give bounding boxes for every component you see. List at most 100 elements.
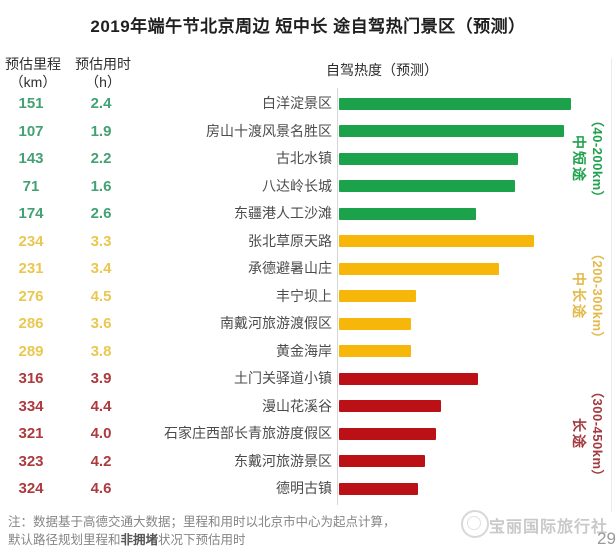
scenic-spot-label: 承德避暑山庄: [248, 260, 332, 276]
heat-bar: [339, 235, 534, 248]
distance-value: 323: [18, 452, 44, 470]
group-range-label: （300-450km）: [590, 384, 605, 483]
table-row: 143 2.2 古北水镇: [0, 145, 616, 173]
scenic-spot-label: 南戴河旅游渡假区: [220, 315, 332, 331]
distance-value: 107: [18, 122, 44, 140]
scenic-spot-label: 东疆港人工沙滩: [234, 205, 332, 221]
duration-value: 3.8: [90, 342, 112, 360]
table-row: 323 4.2 东戴河旅游景区: [0, 448, 616, 476]
distance-value: 334: [18, 397, 44, 415]
group-label-中短途: （40-200km） 中短途: [568, 84, 608, 234]
footnote-line1: 注：数据基于高德交通大数据；里程和用时以北京市中心为起点计算，: [8, 515, 396, 529]
distance-value: 289: [18, 342, 44, 360]
column-header-duration-line1: 预估用时: [75, 56, 131, 72]
heat-bar: [339, 317, 411, 330]
heat-bar: [339, 125, 565, 138]
table-row: 316 3.9 土门关驿道小镇: [0, 365, 616, 393]
watermark-text: 宝丽国际旅行社: [489, 519, 609, 536]
table-row: 234 3.3 张北草原天路: [0, 228, 616, 256]
duration-value: 3.9: [90, 370, 112, 387]
distance-value: 316: [18, 370, 44, 387]
duration-value: 2.4: [90, 95, 112, 112]
table-row: 289 3.8 黄金海岸: [0, 338, 616, 366]
duration-value: 4.0: [90, 425, 112, 442]
footnote-line2-pre: 默认路径规划里程和: [8, 533, 121, 547]
table-row: 324 4.6 德明古镇: [0, 475, 616, 503]
table-row: 174 2.6 东疆港人工沙滩: [0, 200, 616, 228]
scenic-spot-label: 白洋淀景区: [262, 95, 332, 111]
duration-value: 1.6: [90, 177, 112, 195]
scenic-spot-label: 德明古镇: [276, 480, 332, 496]
column-header-distance-line2: （km）: [9, 74, 57, 90]
scenic-spot-label: 石家庄西部长青旅游度假区: [164, 425, 332, 441]
heat-bar: [339, 180, 516, 193]
scenic-spot-label: 古北水镇: [276, 150, 332, 166]
scenic-spot-label: 房山十渡风景名胜区: [206, 122, 332, 139]
scenic-spot-label: 丰宁坝上: [276, 287, 332, 304]
scenic-spot-label: 漫山花溪谷: [262, 397, 332, 414]
group-range-label: （200-300km）: [590, 247, 605, 346]
table-row: 286 3.6 南戴河旅游渡假区: [0, 310, 616, 338]
table-row: 231 3.4 承德避暑山庄: [0, 255, 616, 283]
distance-value: 71: [22, 177, 40, 195]
duration-value: 4.5: [90, 287, 112, 305]
heat-bar: [339, 152, 518, 165]
duration-value: 4.2: [90, 452, 112, 470]
heat-bar: [339, 262, 500, 275]
heat-bar: [339, 372, 479, 385]
distance-value: 231: [18, 260, 44, 277]
distance-value: 321: [18, 425, 44, 442]
page-title: 2019年端午节北京周边 短中长 途自驾热门景区（预测）: [90, 17, 526, 36]
watermark-logo-icon: [461, 510, 489, 538]
column-header-duration: 预估用时 （h）: [68, 55, 138, 91]
heat-bar: [339, 97, 571, 110]
group-name-label: 中短途: [571, 134, 587, 183]
duration-value: 3.6: [90, 315, 112, 332]
distance-value: 276: [18, 287, 44, 305]
scenic-spot-label: 黄金海岸: [276, 342, 332, 359]
distance-value: 174: [18, 205, 44, 222]
column-header-distance: 预估里程 （km）: [0, 55, 66, 91]
distance-value: 286: [18, 315, 44, 332]
chart-axis-line: [337, 88, 338, 505]
scenic-spot-label: 张北草原天路: [248, 232, 332, 249]
duration-value: 2.6: [90, 205, 112, 222]
distance-value: 324: [18, 480, 44, 497]
heat-bar: [339, 290, 416, 303]
heat-bar: [339, 427, 437, 440]
scenic-spot-label: 八达岭长城: [262, 177, 332, 194]
scenic-spot-label: 东戴河旅游景区: [234, 452, 332, 469]
group-label-中长途: （200-300km） 中长途: [568, 221, 608, 371]
table-row: 71 1.6 八达岭长城: [0, 173, 616, 201]
duration-value: 2.2: [90, 150, 112, 167]
footnote: 注：数据基于高德交通大数据；里程和用时以北京市中心为起点计算， 默认路径规划里程…: [8, 513, 396, 549]
table-row: 107 1.9 房山十渡风景名胜区: [0, 118, 616, 146]
group-range-label: （40-200km）: [590, 113, 605, 204]
duration-value: 3.3: [90, 232, 112, 250]
table-row: 151 2.4 白洋淀景区: [0, 90, 616, 118]
heat-bar: [339, 455, 425, 468]
footnote-line2-post: 状况下预估用时: [158, 533, 246, 547]
column-header-duration-line2: （h）: [85, 74, 121, 90]
chart-right-border: [611, 58, 612, 512]
scenic-spot-label: 土门关驿道小镇: [234, 370, 332, 386]
duration-value: 3.4: [90, 260, 112, 277]
column-header-distance-line1: 预估里程: [5, 56, 61, 72]
heat-bar: [339, 482, 418, 495]
distance-value: 234: [18, 232, 44, 250]
group-label-长途: （300-450km） 长途: [568, 359, 608, 509]
distance-value: 151: [18, 95, 44, 112]
table-row: 334 4.4 漫山花溪谷: [0, 393, 616, 421]
heat-bar: [339, 345, 411, 358]
column-header-heat: 自驾热度（预测）: [326, 62, 438, 78]
duration-value: 4.4: [90, 397, 112, 415]
group-name-label: 中长途: [571, 272, 587, 321]
heat-bar: [339, 207, 476, 220]
heat-bar: [339, 400, 442, 413]
footnote-line2: 默认路径规划里程和非拥堵状况下预估用时: [8, 531, 396, 549]
table-row: 276 4.5 丰宁坝上: [0, 283, 616, 311]
duration-value: 1.9: [90, 122, 112, 140]
page-number-corner: 29: [597, 529, 616, 548]
